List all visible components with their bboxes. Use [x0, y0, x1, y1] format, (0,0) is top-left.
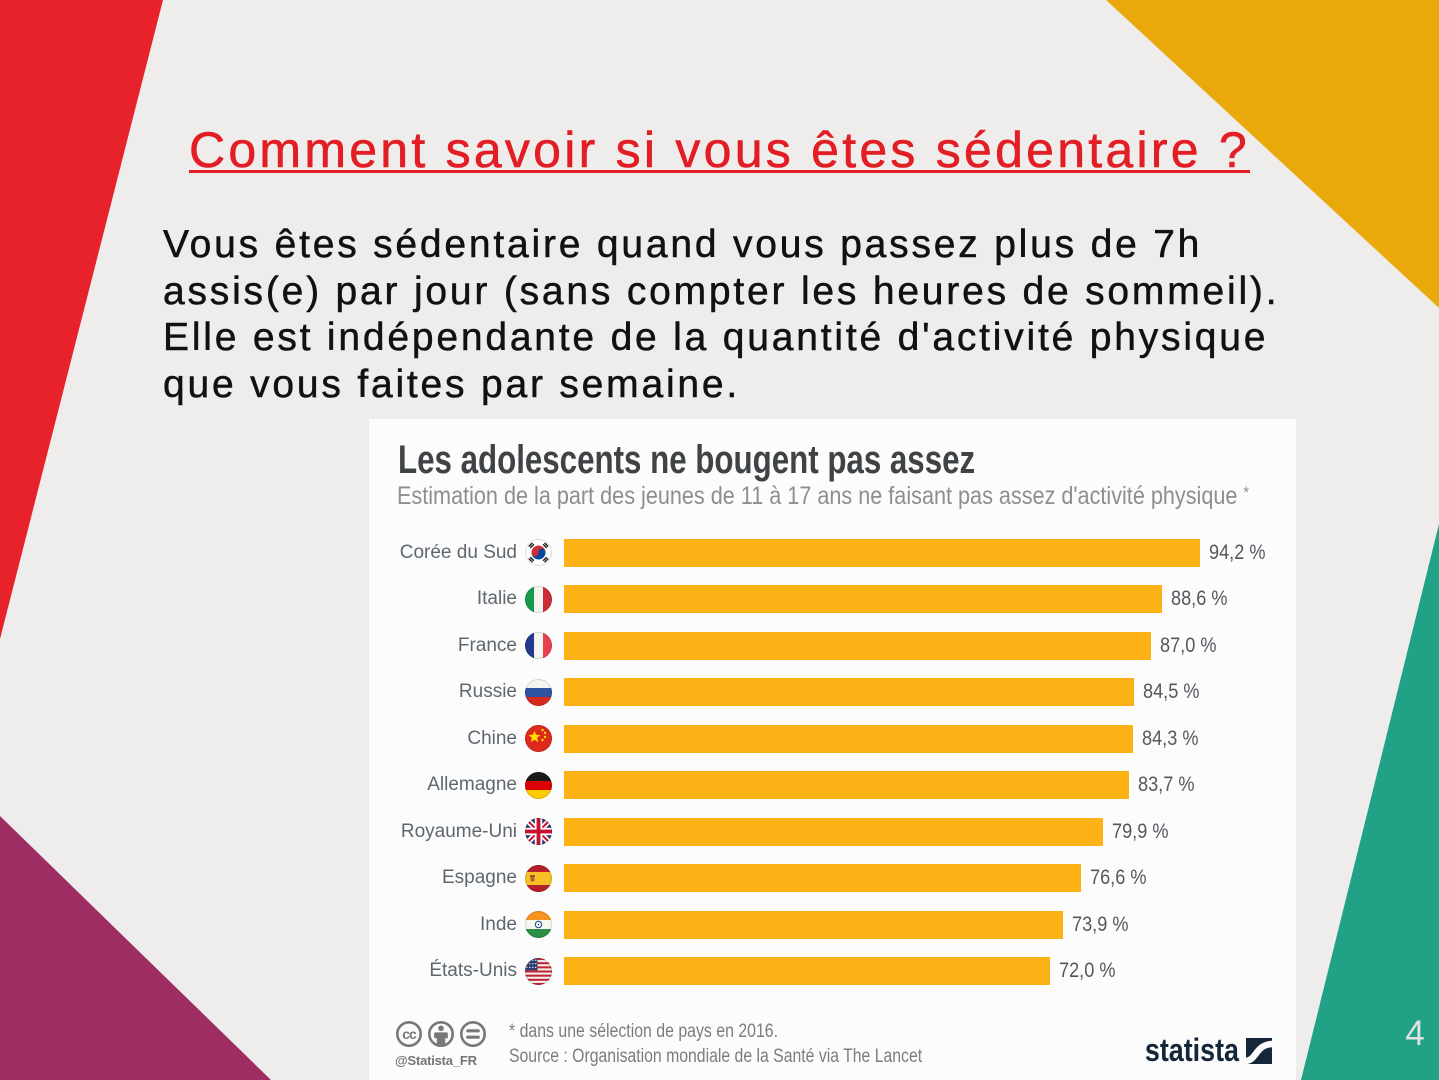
svg-text:cc: cc [402, 1026, 417, 1042]
